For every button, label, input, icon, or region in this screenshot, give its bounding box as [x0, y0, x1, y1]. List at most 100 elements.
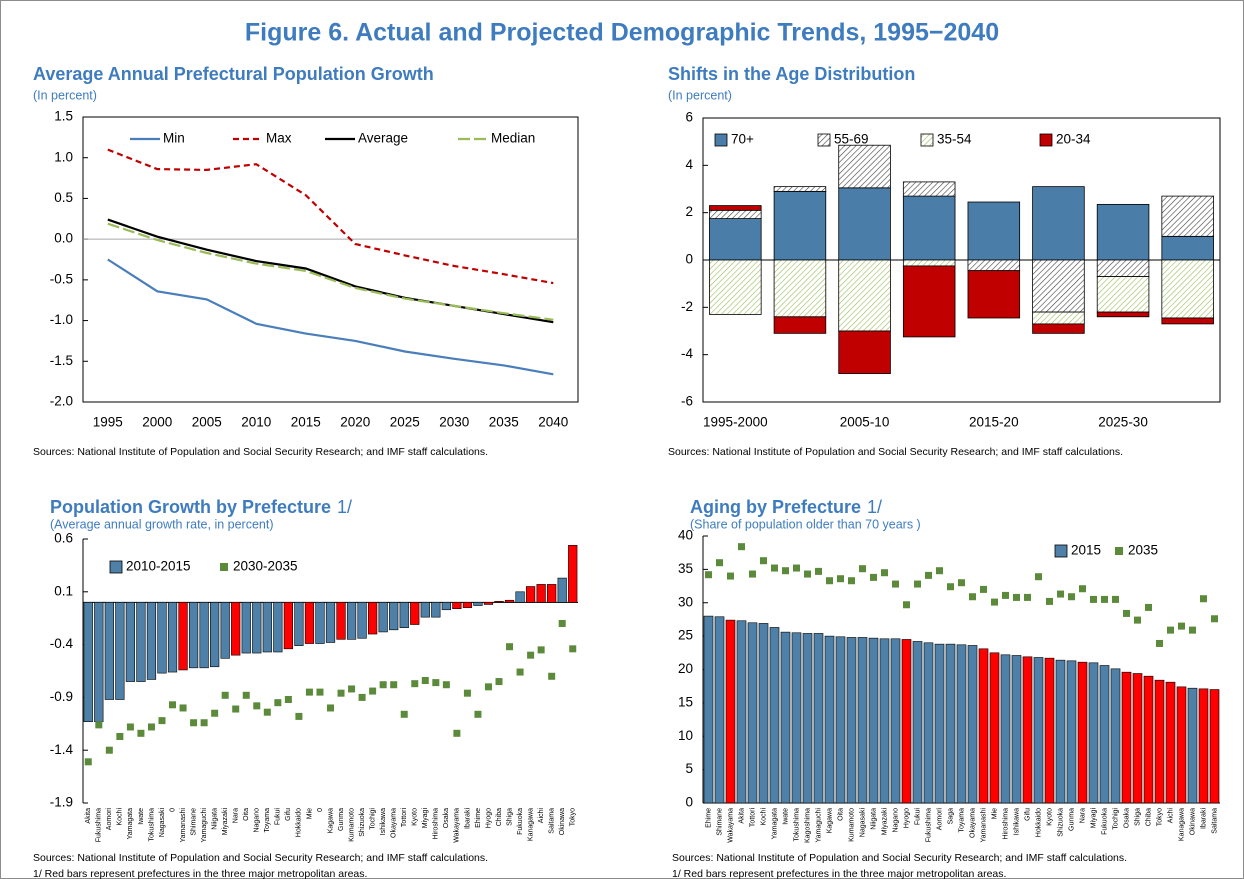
point: [925, 571, 932, 579]
x-tick-label: 2030: [439, 415, 469, 430]
bar: [262, 602, 272, 653]
y-tick-label: -1.5: [50, 353, 73, 368]
point: [969, 593, 976, 601]
x-tick-label: 2015: [291, 415, 321, 430]
point: [749, 570, 756, 578]
point: [537, 646, 545, 654]
point: [411, 680, 419, 688]
subtitle: (In percent): [33, 88, 97, 102]
x-tick-label: Gifu: [285, 808, 292, 821]
bar: [157, 602, 167, 674]
point: [327, 704, 334, 712]
legend-swatch: [1039, 133, 1053, 147]
x-tick-label: Saitama: [1211, 808, 1218, 834]
x-tick-label: Niigata: [211, 808, 218, 830]
point: [1002, 591, 1009, 599]
bar: [220, 602, 230, 659]
bar-segment: [1032, 186, 1085, 261]
bar-segment: [902, 259, 956, 267]
x-tick-label: Yamagata: [771, 808, 778, 839]
point: [1134, 616, 1141, 624]
y-tick-label: 5: [685, 761, 693, 776]
y-tick-label: -0.4: [50, 636, 74, 651]
x-tick-label: Ibaraki: [1200, 808, 1207, 829]
x-tick-label: Miyagi: [422, 808, 429, 829]
point: [116, 732, 124, 740]
point: [1013, 593, 1020, 601]
x-tick-label: Okayama: [969, 808, 976, 838]
point: [527, 651, 535, 659]
bar: [536, 584, 546, 603]
bar-segment: [709, 209, 762, 219]
bar-segment: [773, 186, 827, 192]
bar: [989, 652, 1000, 804]
bar: [420, 602, 430, 618]
x-tick-label: Tokyo: [570, 808, 577, 826]
bar: [1143, 675, 1154, 804]
bar: [1099, 665, 1110, 804]
x-tick-label: Mie: [991, 808, 998, 819]
y-tick-label: 35: [678, 561, 693, 576]
point: [569, 645, 577, 653]
bar: [1121, 671, 1132, 804]
x-tick-label: Oita: [837, 808, 844, 821]
point: [495, 678, 503, 686]
point: [400, 710, 408, 718]
bar-segment: [838, 187, 891, 261]
x-tick-label: Osaka: [443, 808, 450, 828]
x-tick-label: Kanagawa: [527, 808, 534, 841]
x-tick-label: Fukuoka: [517, 808, 524, 835]
bar: [1055, 659, 1066, 804]
point: [432, 679, 440, 687]
legend-label: 35-54: [937, 132, 972, 147]
point: [716, 559, 723, 567]
x-tick-label: Yamanashi: [980, 808, 987, 843]
point: [826, 577, 833, 585]
x-tick-label: Hiroshima: [433, 808, 440, 840]
point: [369, 687, 377, 695]
point: [190, 719, 198, 727]
point: [169, 701, 177, 709]
bar: [1000, 654, 1011, 804]
bar: [703, 615, 714, 804]
x-tick-label: Kumamoto: [348, 808, 355, 842]
point: [284, 696, 292, 704]
legend-swatch: [109, 560, 123, 574]
bar: [1198, 688, 1209, 804]
bar: [945, 643, 956, 804]
x-tick-label: 0: [169, 808, 176, 812]
x-tick-label: Yamaguchi: [201, 808, 208, 843]
bar-segment: [1161, 259, 1214, 319]
source: Sources: National Institute of Populatio…: [33, 852, 488, 864]
plot-frame: [82, 116, 579, 403]
bar: [199, 602, 209, 669]
y-tick-label: -6: [681, 394, 693, 409]
bar: [780, 631, 791, 804]
x-tick-label: 2010: [241, 415, 271, 430]
source: Sources: National Institute of Populatio…: [672, 852, 1127, 864]
point: [379, 681, 387, 689]
bar: [557, 577, 567, 603]
bar-segment: [773, 259, 827, 318]
bar: [378, 602, 388, 633]
bar-segment: [902, 195, 956, 261]
bar-segment: [1161, 235, 1214, 261]
bar: [1033, 657, 1044, 804]
bar: [146, 602, 157, 680]
legend-label: Median: [491, 131, 535, 146]
x-tick-label: 2005-10: [840, 415, 890, 430]
x-tick-label: Miyazaki: [222, 808, 229, 836]
x-tick-label: Mie: [306, 808, 313, 819]
x-tick-label: Kagawa: [327, 808, 334, 833]
bar: [188, 602, 199, 669]
point: [274, 699, 282, 707]
x-tick-label: Ishikawa: [1013, 808, 1020, 835]
y-tick-label: 20: [678, 661, 693, 676]
bar: [1022, 656, 1033, 804]
point: [316, 688, 324, 696]
x-tick-label: Gifu: [1024, 808, 1031, 821]
x-tick-label: Tokushima: [793, 808, 800, 842]
point: [95, 721, 103, 729]
x-tick-label: Toyama: [958, 808, 965, 833]
note: 1/ Red bars represent prefectures in the…: [33, 868, 367, 879]
